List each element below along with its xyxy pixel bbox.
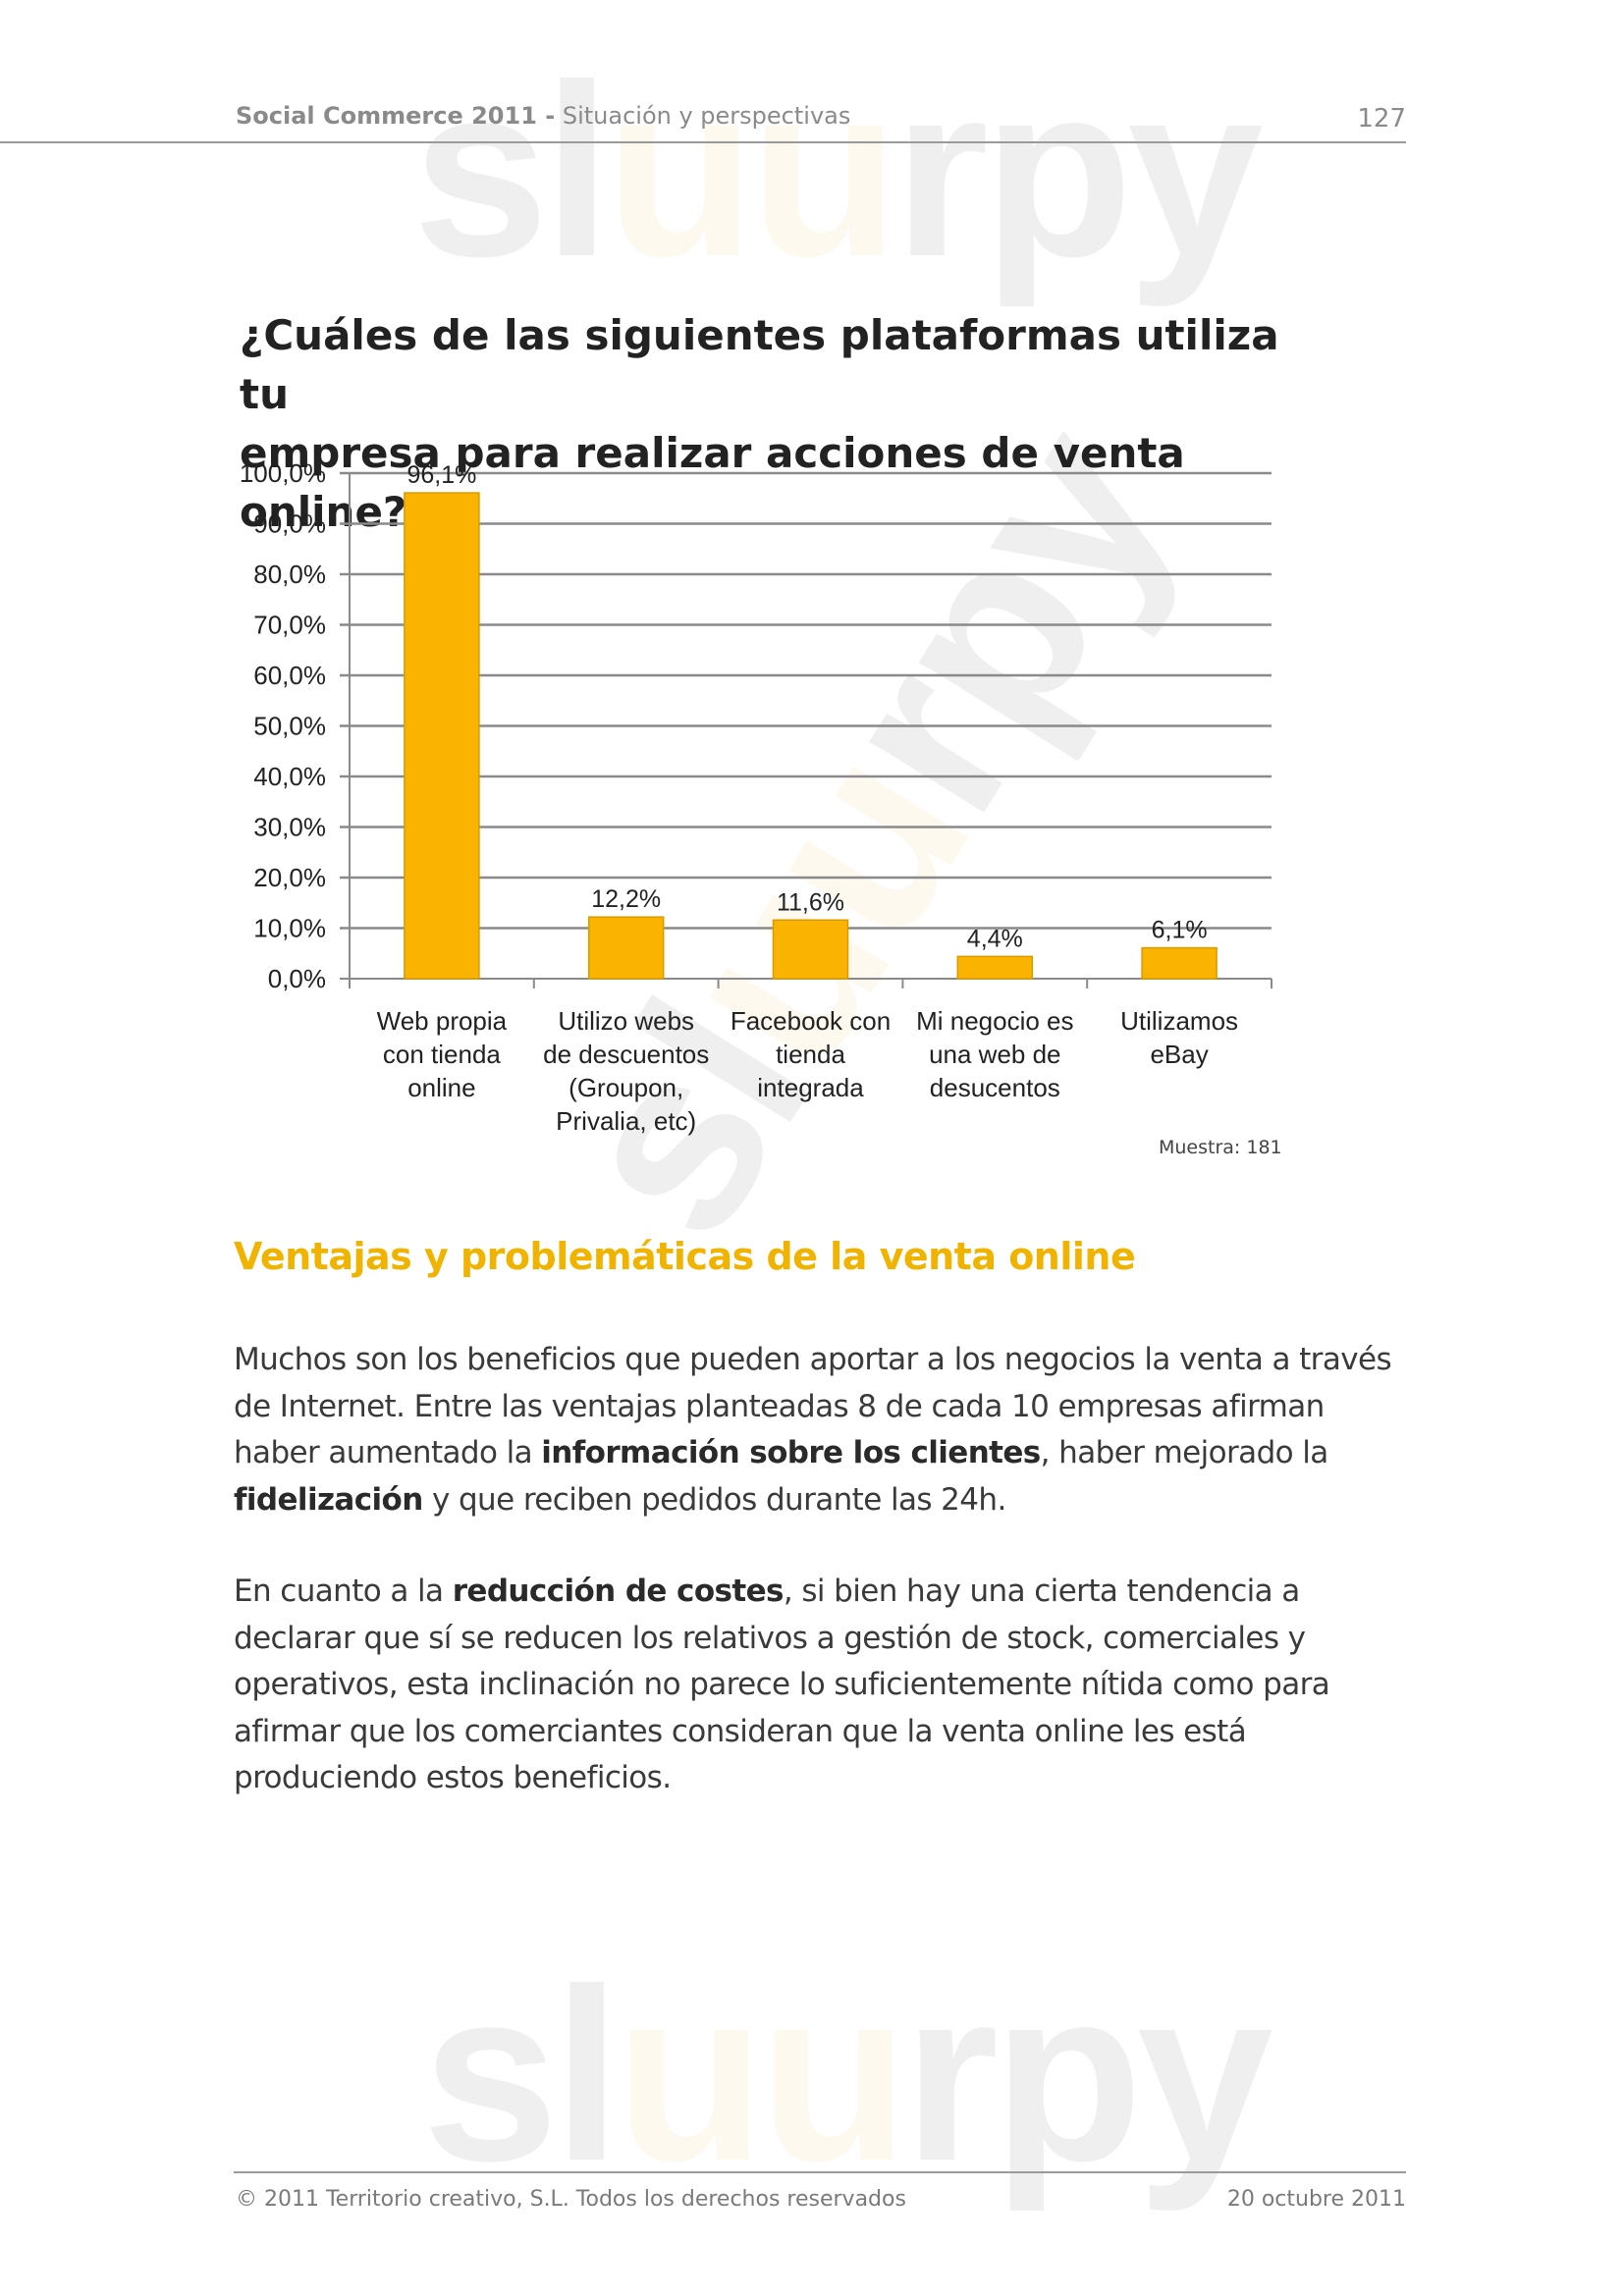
y-tick-label: 10,0% [253,914,326,943]
section-title: Ventajas y problemáticas de la venta onl… [234,1235,1136,1278]
category-label: (Groupon, [568,1073,683,1102]
sample-note: Muestra: 181 [1159,1137,1282,1158]
page-footer: © 2011 Territorio creativo, S.L. Todos l… [234,2171,1406,2226]
y-tick-label: 40,0% [253,762,326,791]
bar-chart: 0,0% 10,0% 20,0% 30,0% 40,0% 50,0% 60,0% 70,0% 8… [240,458,1272,1136]
data-label: 4,4% [967,925,1023,952]
footer-date: 20 octubre 2011 [1226,2187,1406,2212]
data-label: 11,6% [777,888,844,916]
category-label: Utilizo webs [558,1006,694,1036]
data-label: 96,1% [406,461,476,489]
category-label: Facebook con [731,1006,891,1036]
bar [404,492,480,980]
watermark-logo: sluurpy [422,1938,1273,2212]
page-header: Social Commerce 2011 - Situación y persp… [0,102,1406,143]
y-tick-label: 80,0% [253,560,326,589]
data-label: 12,2% [591,885,661,913]
header-title: Social Commerce 2011 - Situación y persp… [236,102,851,130]
page-number: 127 [1357,104,1406,133]
y-tick-label: 70,0% [253,611,326,640]
category-label: integrada [757,1073,864,1102]
category-label: Utilizamos [1120,1006,1238,1036]
bar [1141,946,1218,980]
chart-title-line-2: empresa para realizar acciones de venta … [240,429,1185,536]
category-label: eBay [1150,1040,1208,1069]
y-tick-label: 20,0% [253,863,326,892]
bar [587,916,665,980]
category-label: desucentos [930,1073,1060,1102]
category-label: Privalia, etc) [556,1106,696,1136]
category-label: con tienda [383,1040,502,1069]
category-label: Web propia [377,1006,508,1036]
y-tick-label: 0,0% [268,964,326,993]
category-label: online [407,1073,475,1102]
y-tick-label: 30,0% [253,813,326,842]
y-tick-label: 100,0% [240,458,326,488]
category-label: una web de [929,1040,1060,1069]
category-label: de descuentos [543,1040,709,1069]
category-label: Mi negocio es [916,1006,1073,1036]
y-tick-label: 50,0% [253,712,326,741]
y-tick-label: 60,0% [253,661,326,690]
footer-copyright: © 2011 Territorio creativo, S.L. Todos l… [236,2187,906,2212]
chart-title-line-1: ¿Cuáles de las siguientes plataformas ut… [240,311,1279,418]
category-label: tienda [776,1040,845,1069]
chart-title: ¿Cuáles de las siguientes plataformas ut… [240,306,1320,542]
bar [772,919,849,980]
watermark-logo: sluurpy [412,33,1264,307]
data-label: 6,1% [1152,917,1208,944]
y-tick-label: 90,0% [253,509,326,539]
paragraph-1: Muchos son los beneficios que pueden apo… [234,1342,1392,1518]
paragraph-2: En cuanto a la reducción de costes, si b… [234,1574,1330,1795]
bar [956,955,1034,980]
